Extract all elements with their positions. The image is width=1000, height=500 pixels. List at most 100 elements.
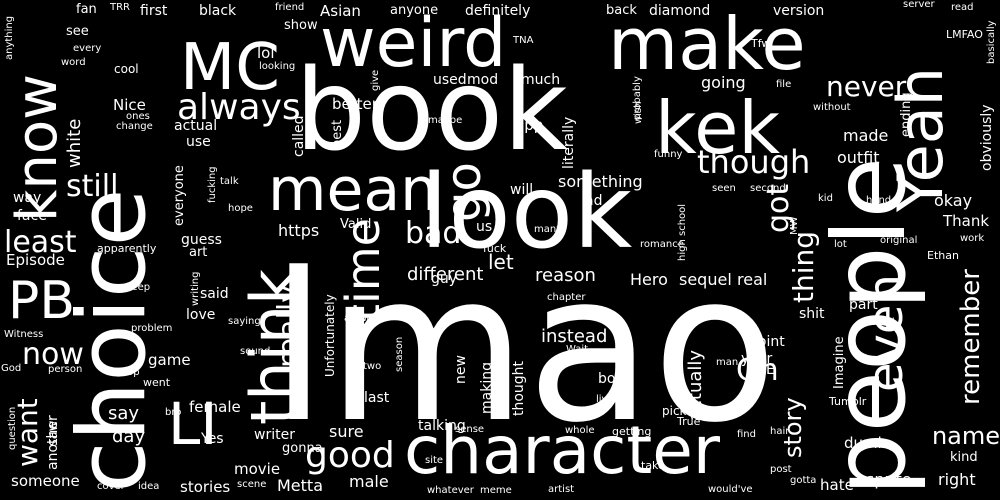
word-guy: guy — [431, 271, 458, 287]
word-thought: thought — [511, 360, 527, 416]
word-word: word — [61, 57, 86, 68]
word-instead: instead — [541, 326, 608, 347]
word-pick: pick — [662, 404, 687, 418]
word-lol: lol — [257, 44, 275, 62]
word-lmfao: LMFAO — [946, 28, 983, 41]
word-scene: scene — [237, 479, 267, 490]
word-least: least — [4, 225, 77, 260]
word-movie: movie — [234, 460, 281, 478]
word-take: take — [641, 459, 665, 472]
word-right: right — [938, 470, 976, 489]
word-okay: okay — [934, 191, 973, 210]
word-show: show — [284, 18, 318, 33]
word-never: never — [826, 70, 907, 103]
word-high-school: high school — [677, 203, 688, 261]
word-talking: talking — [418, 418, 466, 434]
word-used: used — [433, 72, 467, 88]
word-outfit: outfit — [837, 148, 880, 167]
word-go: go — [436, 162, 492, 222]
word-meme: meme — [480, 485, 512, 496]
word-face: face — [17, 208, 47, 224]
word-looking: looking — [259, 61, 296, 72]
word-cover: cover — [97, 481, 125, 492]
word-writer: writer — [254, 427, 295, 443]
word-maybe: maybe — [428, 115, 463, 126]
word-question: question — [7, 406, 18, 450]
word-art: art — [189, 245, 208, 260]
word-li: LI — [168, 390, 218, 458]
word-use: use — [186, 134, 211, 150]
word-romance: romance — [640, 239, 684, 250]
word-though: though — [697, 143, 811, 181]
word-metta: Metta — [277, 476, 323, 495]
word-gotta: gotta — [790, 475, 817, 486]
word-mod: mod — [467, 72, 499, 88]
word-person: person — [48, 364, 83, 375]
word-look: look — [420, 153, 633, 272]
word-second: second — [750, 183, 786, 194]
word-stop: stop — [118, 367, 140, 378]
word-sequel: sequel — [679, 270, 732, 289]
word-way: way — [13, 190, 42, 206]
word-shit: shit — [799, 306, 825, 322]
word-part: part — [849, 297, 878, 313]
word-artist: artist — [548, 484, 575, 495]
word-hand: hand — [866, 195, 892, 206]
word-always: always — [177, 87, 301, 128]
word-back: back — [606, 3, 637, 18]
word-will: will — [510, 182, 534, 198]
word-remember: remember — [956, 269, 986, 405]
word-going: going — [701, 73, 746, 92]
word-imagine: Imagine — [832, 336, 847, 389]
word-different: different — [407, 264, 484, 285]
word-good: good — [305, 435, 395, 476]
word-apparently: apparently — [97, 242, 157, 255]
word-change: change — [116, 121, 153, 132]
word-weird: weird — [320, 4, 507, 83]
word-dumb: dumb — [844, 434, 888, 452]
word-season: season — [394, 336, 405, 372]
word-find: find — [737, 429, 756, 440]
word-real: real — [737, 270, 768, 289]
word-another: another — [45, 415, 61, 470]
word-fuck: fuck — [483, 242, 507, 255]
word-talk: talk — [220, 176, 239, 187]
word-male: male — [349, 472, 389, 491]
word-server: server — [903, 0, 935, 10]
word-ethan: Ethan — [927, 249, 959, 262]
word-guess: guess — [181, 232, 222, 248]
word-many: many — [534, 224, 563, 235]
word-give: give — [370, 69, 381, 91]
word-anyone: anyone — [390, 3, 439, 18]
word-make: make — [608, 2, 806, 86]
word-sprite: sprite — [866, 470, 912, 489]
word-anyway: anyway — [344, 313, 383, 324]
word-tumblr: Tumblr — [829, 395, 867, 408]
word-site: site — [425, 455, 444, 466]
word-work: work — [960, 233, 985, 244]
word-sure: sure — [329, 422, 364, 441]
word-version: version — [773, 3, 825, 19]
word-actual: actual — [174, 118, 218, 134]
word-would-ve: would've — [708, 484, 753, 495]
word-feel: feel — [876, 317, 895, 328]
word-name: name — [931, 422, 1000, 450]
word-man: man — [716, 357, 739, 368]
word-time: time — [336, 218, 390, 322]
word-kind: kind — [950, 450, 978, 465]
word-getting: getting — [612, 425, 652, 438]
word-tna: TNA — [513, 35, 534, 46]
word-let: let — [488, 250, 514, 274]
word-whole: whole — [565, 425, 595, 436]
word-reason: reason — [535, 265, 596, 286]
word-much: much — [521, 72, 561, 88]
word-see: see — [66, 24, 89, 39]
word-obviously: obviously — [979, 104, 995, 171]
word-basically: basically — [986, 20, 997, 64]
word-idea: idea — [138, 481, 160, 492]
word-lot: lot — [834, 239, 847, 250]
word-tfw: Tfw — [751, 37, 771, 50]
word-gonna: gonna — [282, 441, 323, 456]
word-cool: cool — [114, 62, 139, 76]
word-us: us — [476, 219, 493, 235]
